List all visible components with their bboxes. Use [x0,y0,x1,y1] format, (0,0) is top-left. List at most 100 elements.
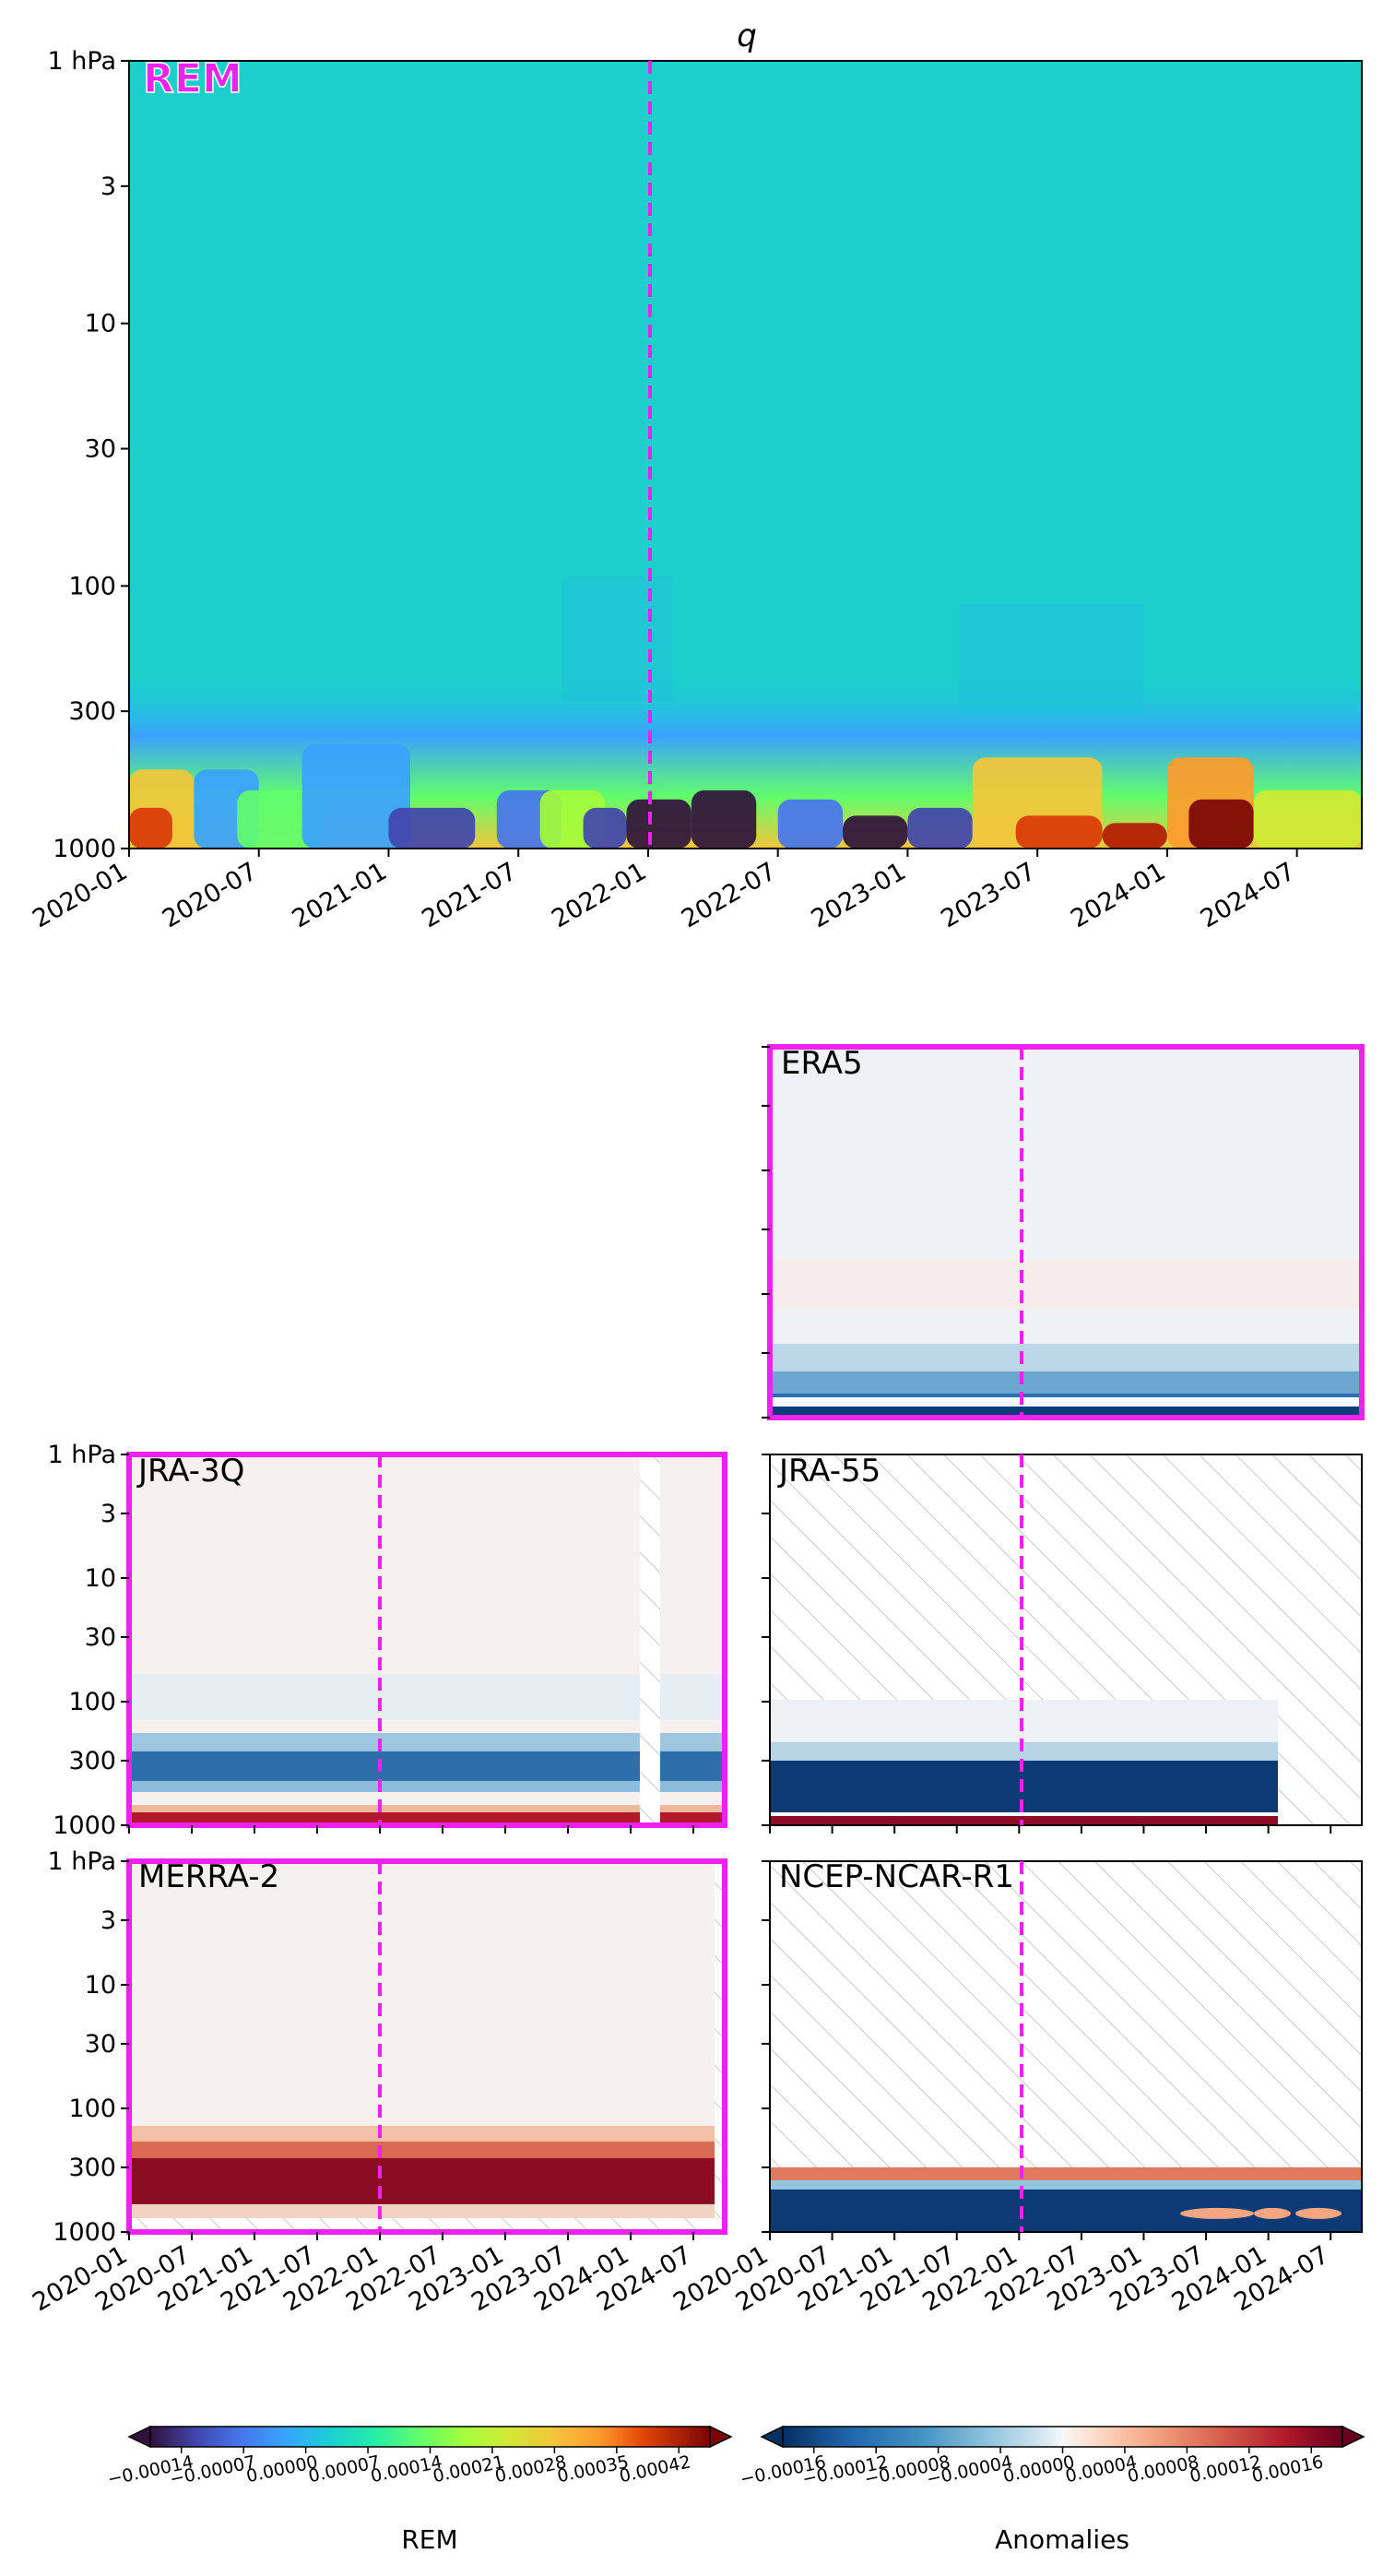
rem-x-axis: 2020-01 2020-07 2021-01 2021-07 2022-01 2022-… [28,849,1300,933]
y-tick-label: 30 [85,1623,116,1652]
colorbar-tick-label: 0.00042 [618,2451,692,2487]
rem-field-cell [959,604,1143,712]
y-tick-label: 1 hPa [48,1847,117,1876]
merra2-field-band [129,2157,715,2204]
era5-field-band [770,1371,1362,1397]
rem-field-cell [1015,815,1103,849]
rem-field-cell [691,789,757,849]
anomalies-colorbar: −0.00016−0.00012−0.00008−0.000040.000000… [739,2425,1365,2555]
colorbar-tick-label: 0.00016 [1250,2451,1325,2487]
ncep-field-cell [1254,2207,1291,2219]
rem-y-tick-label: 1000 [53,835,116,863]
rem-colorbar-bar [149,2426,711,2448]
merra2-field-band [129,2141,715,2160]
rem-field-cell [1253,789,1362,849]
rem-x-tick-label: 2021-07 [418,857,522,933]
era5-panel: ERA5 [762,1044,1365,1420]
y-tick-label: 10 [85,1564,116,1593]
rem-x-tick-label: 2021-01 [288,857,392,933]
y-tick-label: 1000 [53,2218,116,2247]
rem-field-cell [843,815,908,849]
ncep-frame [769,1860,1363,2233]
rem-colorbar-right-arrow [709,2425,733,2449]
merra2-field-band [129,2203,715,2218]
merra2-y-axis: 1 hPa 3 10 30 100 300 1000 [48,1847,129,2247]
era5-upper-band [770,1259,1362,1310]
anomalies-colorbar-label: Anomalies [995,2524,1129,2555]
y-tick-label: 3 [100,1906,116,1935]
jra3q-field [129,1732,725,1825]
jra3q-panel: JRA-3Q 1 hPa 3 10 30 100 300 1000 [48,1441,727,1840]
figure-title: q [737,18,757,54]
rem-field-cell [1188,799,1254,849]
rem-x-tick-label: 2022-01 [547,857,651,933]
rem-x-tick-label: 2020-07 [158,857,262,933]
ncep-y-ticks [762,1860,770,2233]
rem-field-cell [562,576,673,703]
rem-y-tick-label: 10 [85,310,116,338]
jra55-field-band [770,1760,1278,1816]
anom-colorbar-left-arrow [760,2425,784,2449]
rem-x-tick-label: 2023-07 [936,857,1040,933]
rem-y-tick-label: 30 [85,434,116,463]
jra55-panel-label: JRA-55 [777,1453,881,1490]
merra2-field [129,2125,715,2218]
era5-field-band [770,1397,1362,1408]
ncep-x-axis: 2020-012020-072021-012021-072022-012022-… [668,2232,1334,2317]
rem-field-cell [583,807,627,849]
y-tick-label: 300 [68,1747,116,1775]
rem-field-cell [1102,823,1167,849]
jra3q-missing-hatch [640,1454,660,1825]
rem-field-cell [777,799,844,849]
rem-x-tick-label: 2022-07 [677,857,781,933]
y-tick-label: 300 [68,2154,116,2182]
ncep-panel-label: NCEP-NCAR-R1 [779,1858,1014,1895]
rem-frame [128,60,1363,849]
rem-y-tick-label: 1 hPa [48,47,117,76]
era5-panel-label: ERA5 [781,1045,863,1082]
merra2-frame [126,1858,727,2235]
merra2-panel: MERRA-2 1 hPa 3 10 30 100 300 1000 2020-012020… [28,1847,727,2317]
rem-x-tick-label: 2020-01 [28,857,132,933]
merra2-hatch-right [715,1861,725,2232]
jra3q-field-band [129,1751,725,1783]
rem-y-tick-label: 3 [100,172,116,201]
jra3q-field-band [129,1812,725,1825]
rem-field-cell [129,807,172,849]
rem-field-cell [626,799,692,849]
ncep-field [770,2166,1362,2232]
rem-field-cell [388,807,476,849]
rem-x-tick-label: 2023-01 [807,857,911,933]
jra55-field-band [770,1741,1278,1761]
rem-field [129,576,1362,849]
rem-colorbar: −0.00014−0.000070.000000.000070.000140.0… [106,2425,733,2555]
jra55-field-band [770,1812,1278,1816]
jra3q-y-axis: 1 hPa 3 10 30 100 300 1000 [48,1441,694,1840]
jra3q-field-band [129,1805,725,1812]
merra2-field-band [129,2125,715,2144]
ncep-field-cell [1180,2207,1254,2219]
anom-colorbar-right-arrow [1342,2425,1365,2449]
y-tick-label: 100 [68,1688,116,1716]
rem-panel-label: REM [143,55,242,102]
era5-field [770,1343,1362,1418]
rem-y-tick-label: 300 [68,697,116,726]
anom-colorbar-ticks: −0.00016−0.00012−0.00008−0.000040.000000… [739,2447,1325,2490]
jra55-y-ticks [762,1454,1332,1834]
era5-frame [767,1044,1365,1420]
ncep-field-cell [1295,2207,1342,2219]
ncep-field-band [770,2166,1362,2184]
y-tick-label: 1 hPa [48,1441,117,1469]
jra3q-frame [126,1452,727,1828]
rem-x-tick-label: 2024-07 [1196,857,1300,933]
rem-colorbar-ticks: −0.00014−0.000070.000000.000070.000140.0… [106,2447,692,2490]
y-tick-label: 3 [100,1500,116,1528]
jra3q-field-band [129,1780,725,1792]
y-tick-label: 10 [85,1971,116,2000]
jra55-frame [769,1454,1363,1826]
jra55-field-band [770,1816,1278,1825]
ncep-panel: NCEP-NCAR-R1 2020-012020-072021-012021-0… [668,1858,1363,2317]
jra3q-panel-label: JRA-3Q [136,1453,244,1490]
